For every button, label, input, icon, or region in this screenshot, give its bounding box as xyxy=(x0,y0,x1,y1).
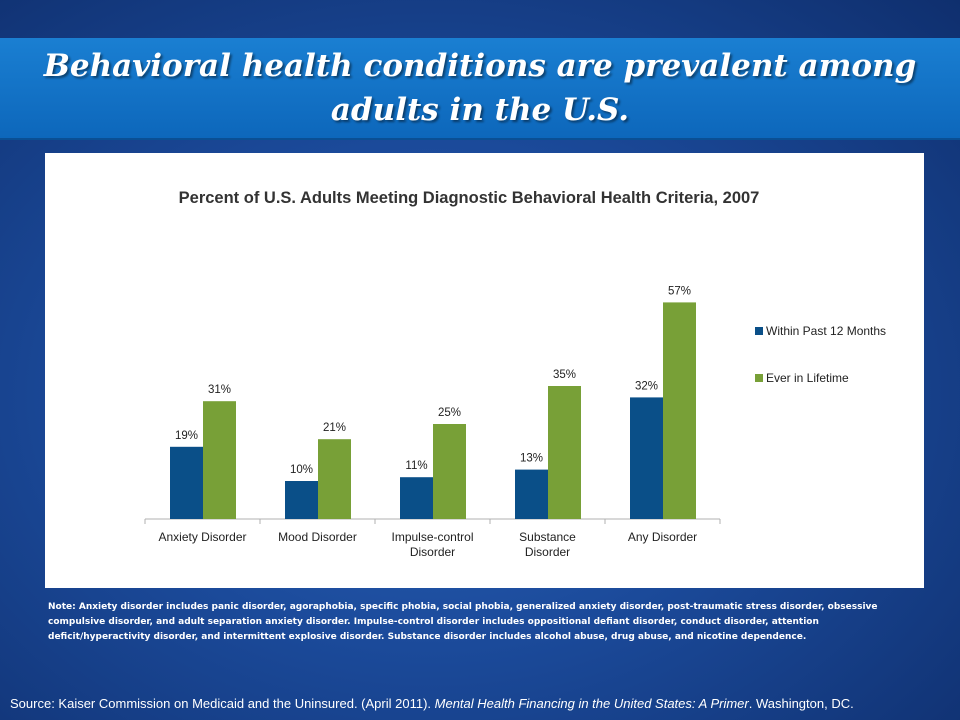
legend: Within Past 12 Months Ever in Lifetime xyxy=(755,324,886,385)
bar-within-12-months xyxy=(515,469,548,519)
chart-panel: Percent of U.S. Adults Meeting Diagnosti… xyxy=(45,153,924,588)
slide-title: Behavioral health conditions are prevale… xyxy=(43,48,917,128)
chart-title: Percent of U.S. Adults Meeting Diagnosti… xyxy=(179,189,760,207)
data-label: 32% xyxy=(635,380,658,392)
legend-label: Within Past 12 Months xyxy=(766,324,886,338)
title-band xyxy=(0,38,960,140)
data-label: 57% xyxy=(668,285,691,297)
data-label: 35% xyxy=(553,369,576,381)
category-label: Disorder xyxy=(525,545,570,559)
source-title: Mental Health Financing in the United St… xyxy=(434,696,749,711)
bar-ever-in-lifetime xyxy=(548,386,581,519)
legend-swatch xyxy=(755,374,763,382)
bar-within-12-months xyxy=(170,446,203,519)
bar-chart: Percent of U.S. Adults Meeting Diagnosti… xyxy=(144,189,886,559)
bar-within-12-months xyxy=(285,481,318,519)
category-label: Mood Disorder xyxy=(278,530,357,544)
legend-swatch xyxy=(755,327,763,335)
bar-ever-in-lifetime xyxy=(663,302,696,519)
chart-note: Note: Anxiety disorder includes panic di… xyxy=(48,602,878,642)
source-suffix: . Washington, DC. xyxy=(748,696,854,711)
data-label: 31% xyxy=(208,384,231,396)
category-label: Any Disorder xyxy=(628,530,697,544)
bar-within-12-months xyxy=(400,477,433,519)
legend-label: Ever in Lifetime xyxy=(766,371,849,385)
data-label: 13% xyxy=(520,453,543,465)
bar-ever-in-lifetime xyxy=(203,401,236,519)
bar-within-12-months xyxy=(630,397,663,519)
plot-area: 19% 31% Anxiety Disorder 10% 21% Mood Disorde… xyxy=(144,285,721,559)
data-label: 21% xyxy=(323,422,346,434)
data-label: 19% xyxy=(175,430,198,442)
data-label: 25% xyxy=(438,407,461,419)
source-citation: Source: Kaiser Commission on Medicaid an… xyxy=(10,696,960,711)
category-label: Impulse-control xyxy=(391,530,473,544)
data-label: 10% xyxy=(290,464,313,476)
bar-ever-in-lifetime xyxy=(433,424,466,519)
category-label: Anxiety Disorder xyxy=(158,530,246,544)
source-prefix: Source: Kaiser Commission on Medicaid an… xyxy=(10,696,435,711)
category-label: Disorder xyxy=(410,545,455,559)
category-label: Substance xyxy=(519,530,576,544)
bar-ever-in-lifetime xyxy=(318,439,351,519)
data-label: 11% xyxy=(405,460,427,472)
